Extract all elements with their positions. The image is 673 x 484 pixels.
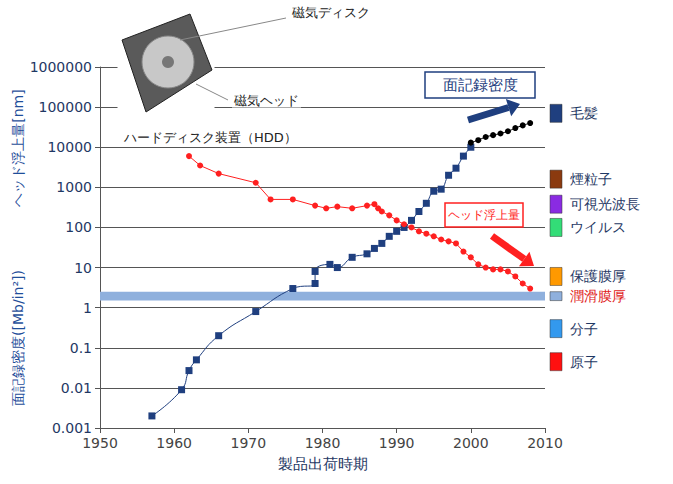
svg-text:潤滑膜厚: 潤滑膜厚 [570,288,626,304]
svg-text:2000: 2000 [453,435,489,451]
svg-text:0.001: 0.001 [52,420,92,436]
svg-text:100: 100 [65,219,92,235]
svg-text:1960: 1960 [156,435,192,451]
svg-text:0.1: 0.1 [70,340,92,356]
svg-text:製品出荷時期: 製品出荷時期 [278,455,368,473]
svg-text:保護膜厚: 保護膜厚 [570,268,626,284]
svg-text:原子: 原子 [570,354,598,370]
svg-text:1000000: 1000000 [30,59,92,75]
svg-text:1: 1 [83,300,92,316]
svg-text:可視光波長: 可視光波長 [570,196,640,212]
svg-text:磁気ディスク: 磁気ディスク [291,5,370,20]
svg-text:ヘッド浮上量: ヘッド浮上量 [448,208,520,222]
svg-text:ウイルス: ウイルス [570,219,626,235]
svg-text:磁気ヘッド: 磁気ヘッド [233,93,299,108]
svg-text:分子: 分子 [570,321,598,337]
svg-text:煙粒子: 煙粒子 [570,171,612,187]
svg-text:1950: 1950 [82,435,118,451]
svg-text:100000: 100000 [39,99,92,115]
svg-text:0.01: 0.01 [61,380,92,396]
svg-text:面記録密度: 面記録密度 [443,76,518,94]
svg-text:ハードディスク装置（HDD）: ハードディスク装置（HDD） [123,130,297,145]
svg-text:毛髪: 毛髪 [570,105,598,121]
svg-text:10000: 10000 [47,139,92,155]
svg-text:面記録密度([Mb/in²]): 面記録密度([Mb/in²]) [10,270,26,406]
svg-text:10: 10 [74,260,92,276]
svg-text:2010: 2010 [527,435,563,451]
svg-text:1980: 1980 [305,435,341,451]
svg-text:1990: 1990 [379,435,415,451]
svg-text:1000: 1000 [56,179,92,195]
svg-text:ヘッド浮上量[nm]: ヘッド浮上量[nm] [10,89,26,206]
svg-text:1970: 1970 [231,435,267,451]
